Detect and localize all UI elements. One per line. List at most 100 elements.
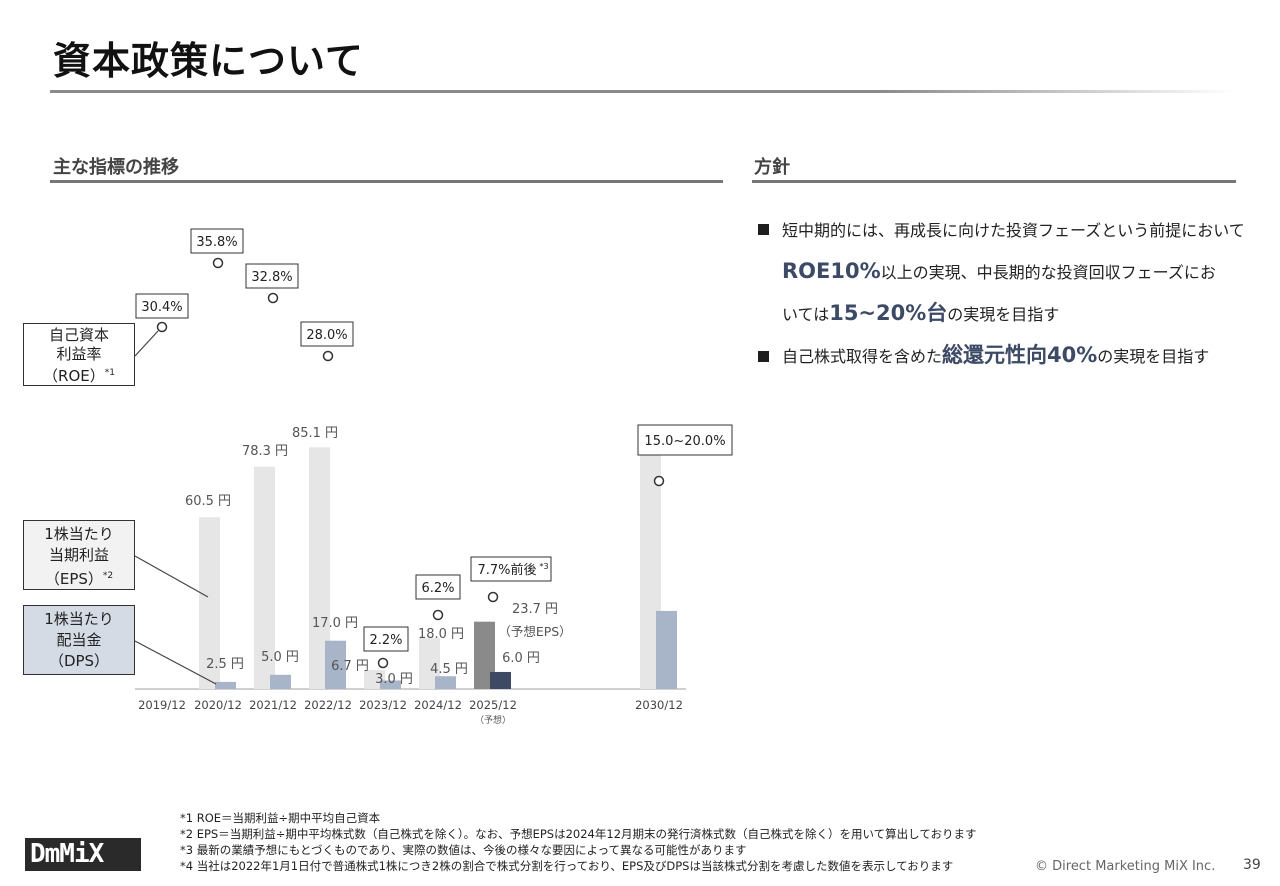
roe-value-label: 32.8% [251,270,292,285]
roe-connector-line [134,330,159,357]
x-tick-label: 2021/12 [249,698,297,712]
roe-value-label: 2.2% [369,633,402,648]
dps-connector-line [134,640,217,685]
footnotes: *1 ROE＝当期利益÷期中平均自己資本 *2 EPS＝当期利益÷期中平均株式数… [180,810,976,874]
dps-label-line2: 配当金 [56,631,102,649]
eps-label-line3: （EPS）*2 [44,570,114,588]
roe-point [487,591,499,603]
eps-value-label: 23.7 円 [512,602,558,617]
dps-label-line1: 1株当たり [44,610,114,628]
x-tick-label: 2022/12 [304,698,352,712]
x-tick-label: 2030/12 [635,698,683,712]
dps-label-line3: （DPS） [48,652,110,670]
right-section-divider [752,180,1236,183]
dps-value-label: 3.0 円 [375,672,413,687]
roe-label-box [300,321,354,347]
roe-point [156,321,168,333]
square-bullet-icon [758,351,769,362]
dps-bar [270,674,291,689]
policy-item1-text-f: の実現を目指す [947,305,1060,324]
eps-bar [640,447,661,689]
dps-value-label: 17.0 円 [312,616,358,631]
roe-note-ref: *3 [539,562,548,571]
roe-label-box [637,424,733,456]
roe-label-box [190,228,244,254]
x-tick-sublabel: （予想） [475,714,511,726]
dps-bar [435,676,456,689]
roe-label-box [363,626,409,652]
eps-bar [199,517,220,689]
copyright: © Direct Marketing MiX Inc. [1035,859,1216,874]
roe-label-box: 自己資本 利益率 （ROE）*1 [23,323,135,386]
eps-bar [474,621,495,689]
policy-item2-text-c: の実現を目指す [1097,347,1210,366]
policy-item1-text-a: 短中期的には、再成長に向けた投資フェーズという前提において [782,221,1245,240]
roe-label-box [135,293,189,319]
roe-value-label: 28.0% [306,328,347,343]
roe-value-label: 6.2% [421,581,454,596]
page-title: 資本政策について [53,39,364,83]
roe-value-label: 30.4% [141,300,182,315]
title-divider [50,90,1235,93]
eps-bar [254,466,275,689]
policy-item2-text-a: 自己株式取得を含めた [782,347,943,366]
roe-note-ref: *1 [104,368,115,378]
policy-item1-text-c: 以上の実現、中長期的な投資回収フェーズにお [880,263,1216,282]
dps-label-box: 1株当たり 配当金 （DPS） [23,605,135,675]
left-section-divider [50,180,723,183]
eps-bar [309,447,330,689]
dps-bar [656,610,677,689]
eps-label-box: 1株当たり 当期利益 （EPS）*2 [23,520,135,590]
roe-label-box [245,263,299,289]
square-bullet-icon [758,224,769,235]
roe-value-label: 7.7%前後 [477,562,536,578]
roe-point [212,257,224,269]
company-logo: DmMiX [25,838,141,871]
x-tick-label: 2020/12 [194,698,242,712]
dps-bar [215,681,236,689]
x-tick-label: 2023/12 [359,698,407,712]
roe-value-label: 15.0~20.0% [644,434,725,449]
page-number: 39 [1243,857,1261,873]
eps-value-label: 60.5 円 [185,494,231,509]
roe-label-line1: 自己資本 [48,326,109,344]
roe-point [653,475,665,487]
dps-value-label: 5.0 円 [261,650,299,665]
policy-item1-highlight-roe: ROE10% [782,259,881,283]
policy-item-payout: 自己株式取得を含めた総還元性向40%の実現を目指す [758,335,1248,377]
roe-point [322,350,334,362]
roe-label-line3: （ROE）*1 [43,367,115,385]
eps-connector-line [134,555,209,598]
eps-bar [419,637,440,689]
x-tick-label: 2024/12 [414,698,462,712]
roe-point [377,657,389,669]
dps-bar [325,640,346,689]
eps-value-label: 18.0 円 [418,627,464,642]
eps-label-line1: 1株当たり [44,525,114,543]
eps-bar [364,669,385,689]
roe-point [267,292,279,304]
footnote-4: *4 当社は2022年1月1日付で普通株式1株につき2株の割合で株式分割を行って… [180,859,954,873]
roe-label-box [470,556,552,582]
dps-bar [490,671,511,689]
policy-item1-highlight-range: 15~20%台 [829,301,948,325]
eps-value-label: 78.3 円 [242,444,288,459]
roe-label-box [415,574,461,600]
dps-bar [380,680,401,689]
dps-value-label: 6.0 円 [502,651,540,666]
x-tick-label: 2025/12 [469,698,517,712]
dps-value-label: 4.5 円 [430,662,468,677]
policy-list: 短中期的には、再成長に向けた投資フェーズという前提において ROE10%以上の実… [758,210,1248,377]
roe-label-line2: 利益率 [56,345,102,363]
policy-item-roe: 短中期的には、再成長に向けた投資フェーズという前提において ROE10%以上の実… [758,210,1248,335]
policy-item1-text-d: いては [782,305,830,324]
x-tick-label: 2019/12 [138,698,186,712]
policy-item2-highlight: 総還元性向40% [942,343,1098,367]
footnote-3: *3 最新の業績予想にもとづくものであり、実際の数値は、今後の様々な要因によって… [180,843,747,857]
left-section-heading: 主な指標の推移 [53,157,179,178]
eps-value-label: 6.7 円 [331,659,369,674]
eps-note-ref: *2 [102,571,114,581]
dps-value-label: 2.5 円 [206,657,244,672]
right-section-heading: 方針 [754,157,790,178]
